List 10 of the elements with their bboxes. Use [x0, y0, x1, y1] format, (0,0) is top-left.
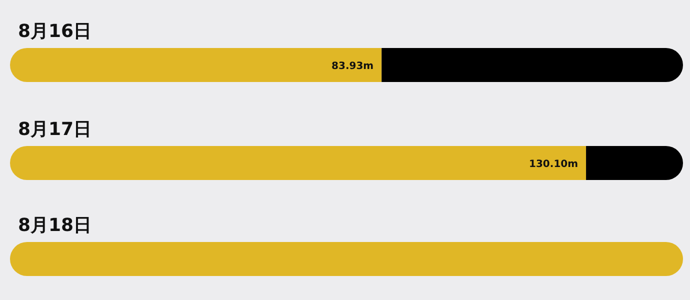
bar: [10, 48, 382, 82]
data-label: 83.93m: [332, 61, 374, 72]
y-tick-label: 8月17日: [18, 119, 92, 140]
bar: [586, 146, 683, 180]
bar: [10, 242, 683, 276]
bar: [10, 146, 586, 180]
y-tick-label: 8月18日: [18, 215, 92, 236]
bar: [382, 48, 683, 82]
y-tick-label: 8月16日: [18, 21, 92, 42]
data-label: 130.10m: [529, 159, 578, 170]
